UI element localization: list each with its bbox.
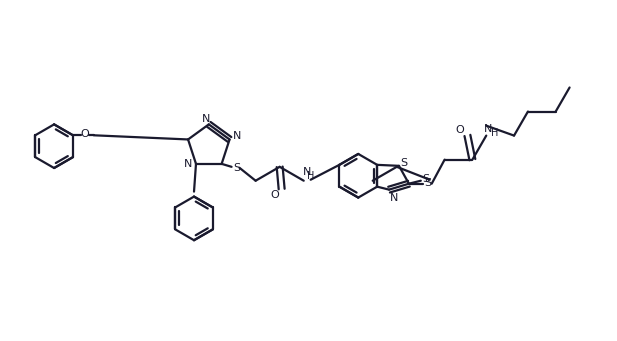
Text: H: H: [307, 171, 314, 181]
Text: N: N: [233, 132, 242, 142]
Text: H: H: [491, 128, 498, 138]
Text: O: O: [80, 129, 89, 139]
Text: N: N: [184, 159, 193, 169]
Text: N: N: [202, 115, 210, 124]
Text: O: O: [455, 125, 464, 135]
Text: N: N: [484, 124, 492, 134]
Text: O: O: [270, 190, 279, 200]
Text: S: S: [233, 163, 240, 173]
Text: S: S: [424, 178, 431, 188]
Text: S: S: [400, 158, 407, 168]
Text: N: N: [302, 167, 311, 177]
Text: S: S: [422, 174, 429, 184]
Text: N: N: [390, 193, 398, 203]
